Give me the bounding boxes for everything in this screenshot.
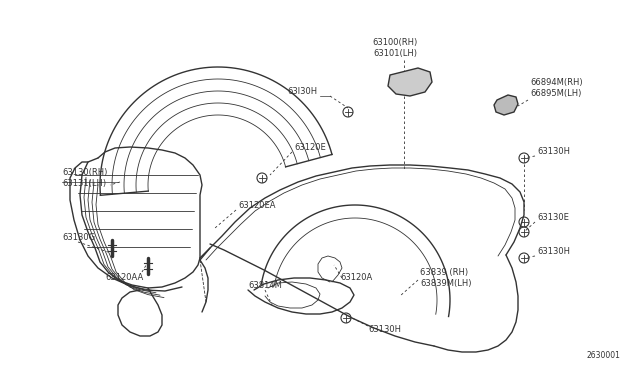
Text: 63120A: 63120A [340,273,372,282]
Text: 63120AA: 63120AA [105,273,143,282]
Text: 2630001: 2630001 [586,352,620,360]
Text: 63120E: 63120E [294,144,326,153]
Text: 63130H: 63130H [537,247,570,257]
Polygon shape [388,68,432,96]
Text: 63130H: 63130H [368,326,401,334]
Text: 63l30H: 63l30H [288,87,318,96]
Text: 66894M(RH)
66895M(LH): 66894M(RH) 66895M(LH) [530,78,582,98]
Text: 63120EA: 63120EA [238,201,275,209]
Text: 63839 (RH)
63839M(LH): 63839 (RH) 63839M(LH) [420,268,472,288]
Polygon shape [494,95,518,115]
Text: 63130E: 63130E [537,214,569,222]
Text: 63814M: 63814M [248,280,282,289]
Text: 63130G: 63130G [62,234,95,243]
Text: 63100(RH)
63101(LH): 63100(RH) 63101(LH) [372,38,418,58]
Text: 63130(RH)
63131(LH): 63130(RH) 63131(LH) [62,168,108,188]
Text: 63130H: 63130H [537,148,570,157]
